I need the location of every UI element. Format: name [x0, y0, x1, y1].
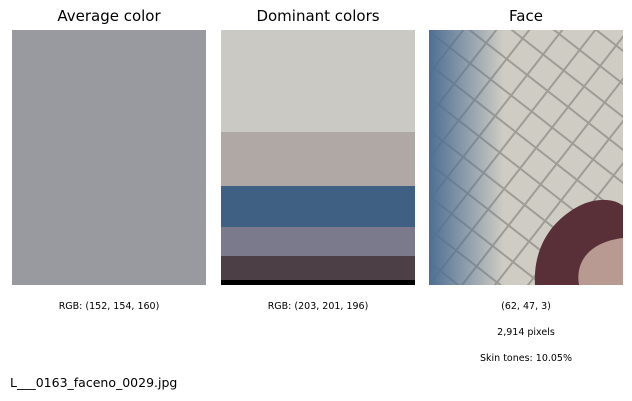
face-image	[429, 30, 623, 285]
dominant-colors-title: Dominant colors	[256, 7, 380, 25]
face-size-label: (62, 47, 3)	[501, 301, 551, 312]
dominant-color-band	[221, 30, 415, 132]
average-color-swatch	[12, 30, 206, 285]
dominant-color-band	[221, 280, 415, 285]
average-color-title: Average color	[57, 7, 161, 25]
face-pixels-label: 2,914 pixels	[497, 327, 555, 338]
dominant-color-band	[221, 186, 415, 227]
skin-tones-label: Skin tones: 10.05%	[479, 353, 572, 364]
skin-region	[578, 238, 623, 285]
left-edge-blur	[429, 30, 504, 285]
face-crop-graphic	[429, 30, 623, 285]
dominant-colors-stack	[221, 30, 415, 285]
file-name-label: L___0163_faceno_0029.jpg	[10, 375, 178, 390]
dominant-color-band	[221, 132, 415, 186]
dominant-color-band	[221, 256, 415, 280]
dominant-rgb-label: RGB: (203, 201, 196)	[267, 301, 369, 312]
dominant-color-band	[221, 227, 415, 256]
average-rgb-label: RGB: (152, 154, 160)	[58, 301, 160, 312]
face-title: Face	[509, 7, 543, 25]
